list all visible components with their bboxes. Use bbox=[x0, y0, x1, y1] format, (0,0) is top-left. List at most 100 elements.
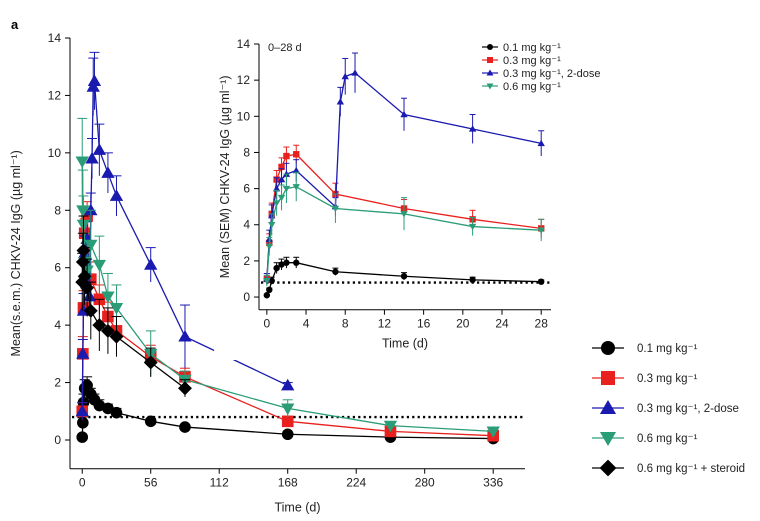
data-point bbox=[268, 277, 275, 284]
data-point bbox=[109, 329, 124, 344]
x-tick-label: 112 bbox=[210, 476, 229, 490]
y-tick-label: 12 bbox=[237, 73, 251, 87]
legend-marker bbox=[599, 399, 617, 414]
data-point bbox=[400, 273, 408, 280]
y-tick-label: 12 bbox=[48, 88, 62, 102]
data-point bbox=[80, 280, 95, 295]
legend-marker bbox=[601, 371, 615, 385]
data-point bbox=[109, 302, 124, 315]
data-point bbox=[92, 318, 107, 333]
data-point bbox=[144, 258, 158, 270]
inset-x-axis-label: Time (d) bbox=[382, 337, 428, 351]
data-point bbox=[84, 273, 97, 285]
x-tick-label: 56 bbox=[144, 476, 158, 490]
data-point bbox=[85, 151, 99, 164]
legend-marker bbox=[599, 432, 617, 447]
y-tick-label: 10 bbox=[48, 146, 62, 160]
data-point bbox=[87, 74, 102, 86]
legend-label: 0.3 mg kg⁻¹ bbox=[637, 373, 698, 385]
data-point bbox=[77, 269, 92, 284]
y-tick-label: 14 bbox=[237, 37, 251, 51]
data-point bbox=[400, 211, 408, 218]
x-tick-label: 280 bbox=[415, 476, 435, 490]
inset-title: 0–28 d bbox=[268, 42, 302, 54]
x-tick-label: 224 bbox=[346, 476, 366, 490]
data-point bbox=[76, 205, 90, 217]
data-point bbox=[282, 185, 291, 193]
legend-marker bbox=[601, 341, 615, 355]
y-tick-label: 2 bbox=[243, 254, 250, 268]
legend-label: 0.1 mg kg⁻¹ bbox=[637, 343, 698, 355]
data-point bbox=[283, 259, 290, 266]
data-point bbox=[281, 428, 294, 441]
series-diamond bbox=[75, 215, 192, 397]
legend-label: 0.6 mg kg⁻¹ + steroid bbox=[637, 463, 745, 475]
x-tick-label: 8 bbox=[342, 317, 349, 331]
data-point bbox=[263, 292, 271, 299]
data-point bbox=[283, 152, 290, 160]
data-point bbox=[468, 223, 477, 231]
data-point bbox=[277, 175, 286, 183]
data-point bbox=[76, 431, 89, 443]
panel-label: a bbox=[11, 17, 19, 32]
series-line bbox=[266, 72, 542, 280]
data-point bbox=[178, 329, 192, 342]
y-tick-label: 4 bbox=[54, 318, 61, 332]
x-tick-label: 12 bbox=[378, 317, 392, 331]
y-tick-label: 4 bbox=[243, 218, 250, 232]
data-point bbox=[84, 203, 98, 216]
main-y-axis-label: Mean(s.e.m.) CHKV-24 IgG (µg ml⁻¹) bbox=[9, 150, 23, 356]
data-point bbox=[281, 403, 295, 416]
data-point bbox=[268, 222, 276, 229]
data-point bbox=[83, 303, 98, 318]
x-tick-label: 0 bbox=[263, 317, 270, 331]
data-point bbox=[101, 166, 115, 178]
y-tick-label: 2 bbox=[54, 376, 61, 390]
data-point bbox=[75, 156, 89, 169]
y-tick-label: 10 bbox=[237, 109, 251, 123]
data-point bbox=[336, 98, 345, 105]
y-tick-label: 8 bbox=[54, 203, 61, 217]
inset-legend-marker bbox=[487, 44, 493, 50]
data-point bbox=[84, 239, 98, 252]
data-point bbox=[383, 420, 398, 433]
data-point bbox=[273, 264, 280, 272]
data-point bbox=[400, 110, 408, 118]
main-x-axis-label: Time (d) bbox=[274, 501, 320, 515]
inset-y-axis-label: Mean (SEM) CHKV-24 IgG (µg ml⁻¹) bbox=[218, 75, 232, 278]
inset-legend-marker bbox=[487, 57, 493, 63]
data-point bbox=[178, 381, 192, 396]
main-series bbox=[75, 51, 500, 445]
data-point bbox=[179, 421, 191, 433]
data-point bbox=[266, 286, 273, 294]
data-point bbox=[351, 69, 359, 76]
inset-legend-marker bbox=[486, 69, 494, 76]
y-tick-label: 6 bbox=[243, 182, 250, 196]
data-point bbox=[331, 205, 340, 213]
inset-legend-label: 0.3 mg kg⁻¹ bbox=[503, 55, 561, 67]
x-tick-label: 0 bbox=[79, 476, 86, 490]
data-point bbox=[468, 125, 477, 132]
x-tick-label: 4 bbox=[303, 317, 310, 331]
legend-marker bbox=[599, 459, 617, 477]
data-point bbox=[92, 143, 107, 155]
data-point bbox=[92, 259, 107, 272]
data-point bbox=[82, 289, 97, 302]
data-point bbox=[292, 166, 300, 174]
x-tick-label: 16 bbox=[417, 317, 431, 331]
data-point bbox=[281, 378, 295, 391]
data-point bbox=[144, 415, 157, 428]
data-point bbox=[263, 278, 271, 285]
data-point bbox=[76, 243, 91, 258]
series-triangle-down bbox=[263, 171, 545, 287]
data-point bbox=[278, 163, 285, 171]
x-tick-label: 168 bbox=[278, 476, 298, 490]
data-point bbox=[75, 255, 90, 269]
x-tick-label: 20 bbox=[456, 317, 470, 331]
legend-label: 0.6 mg kg⁻¹ bbox=[637, 433, 698, 445]
